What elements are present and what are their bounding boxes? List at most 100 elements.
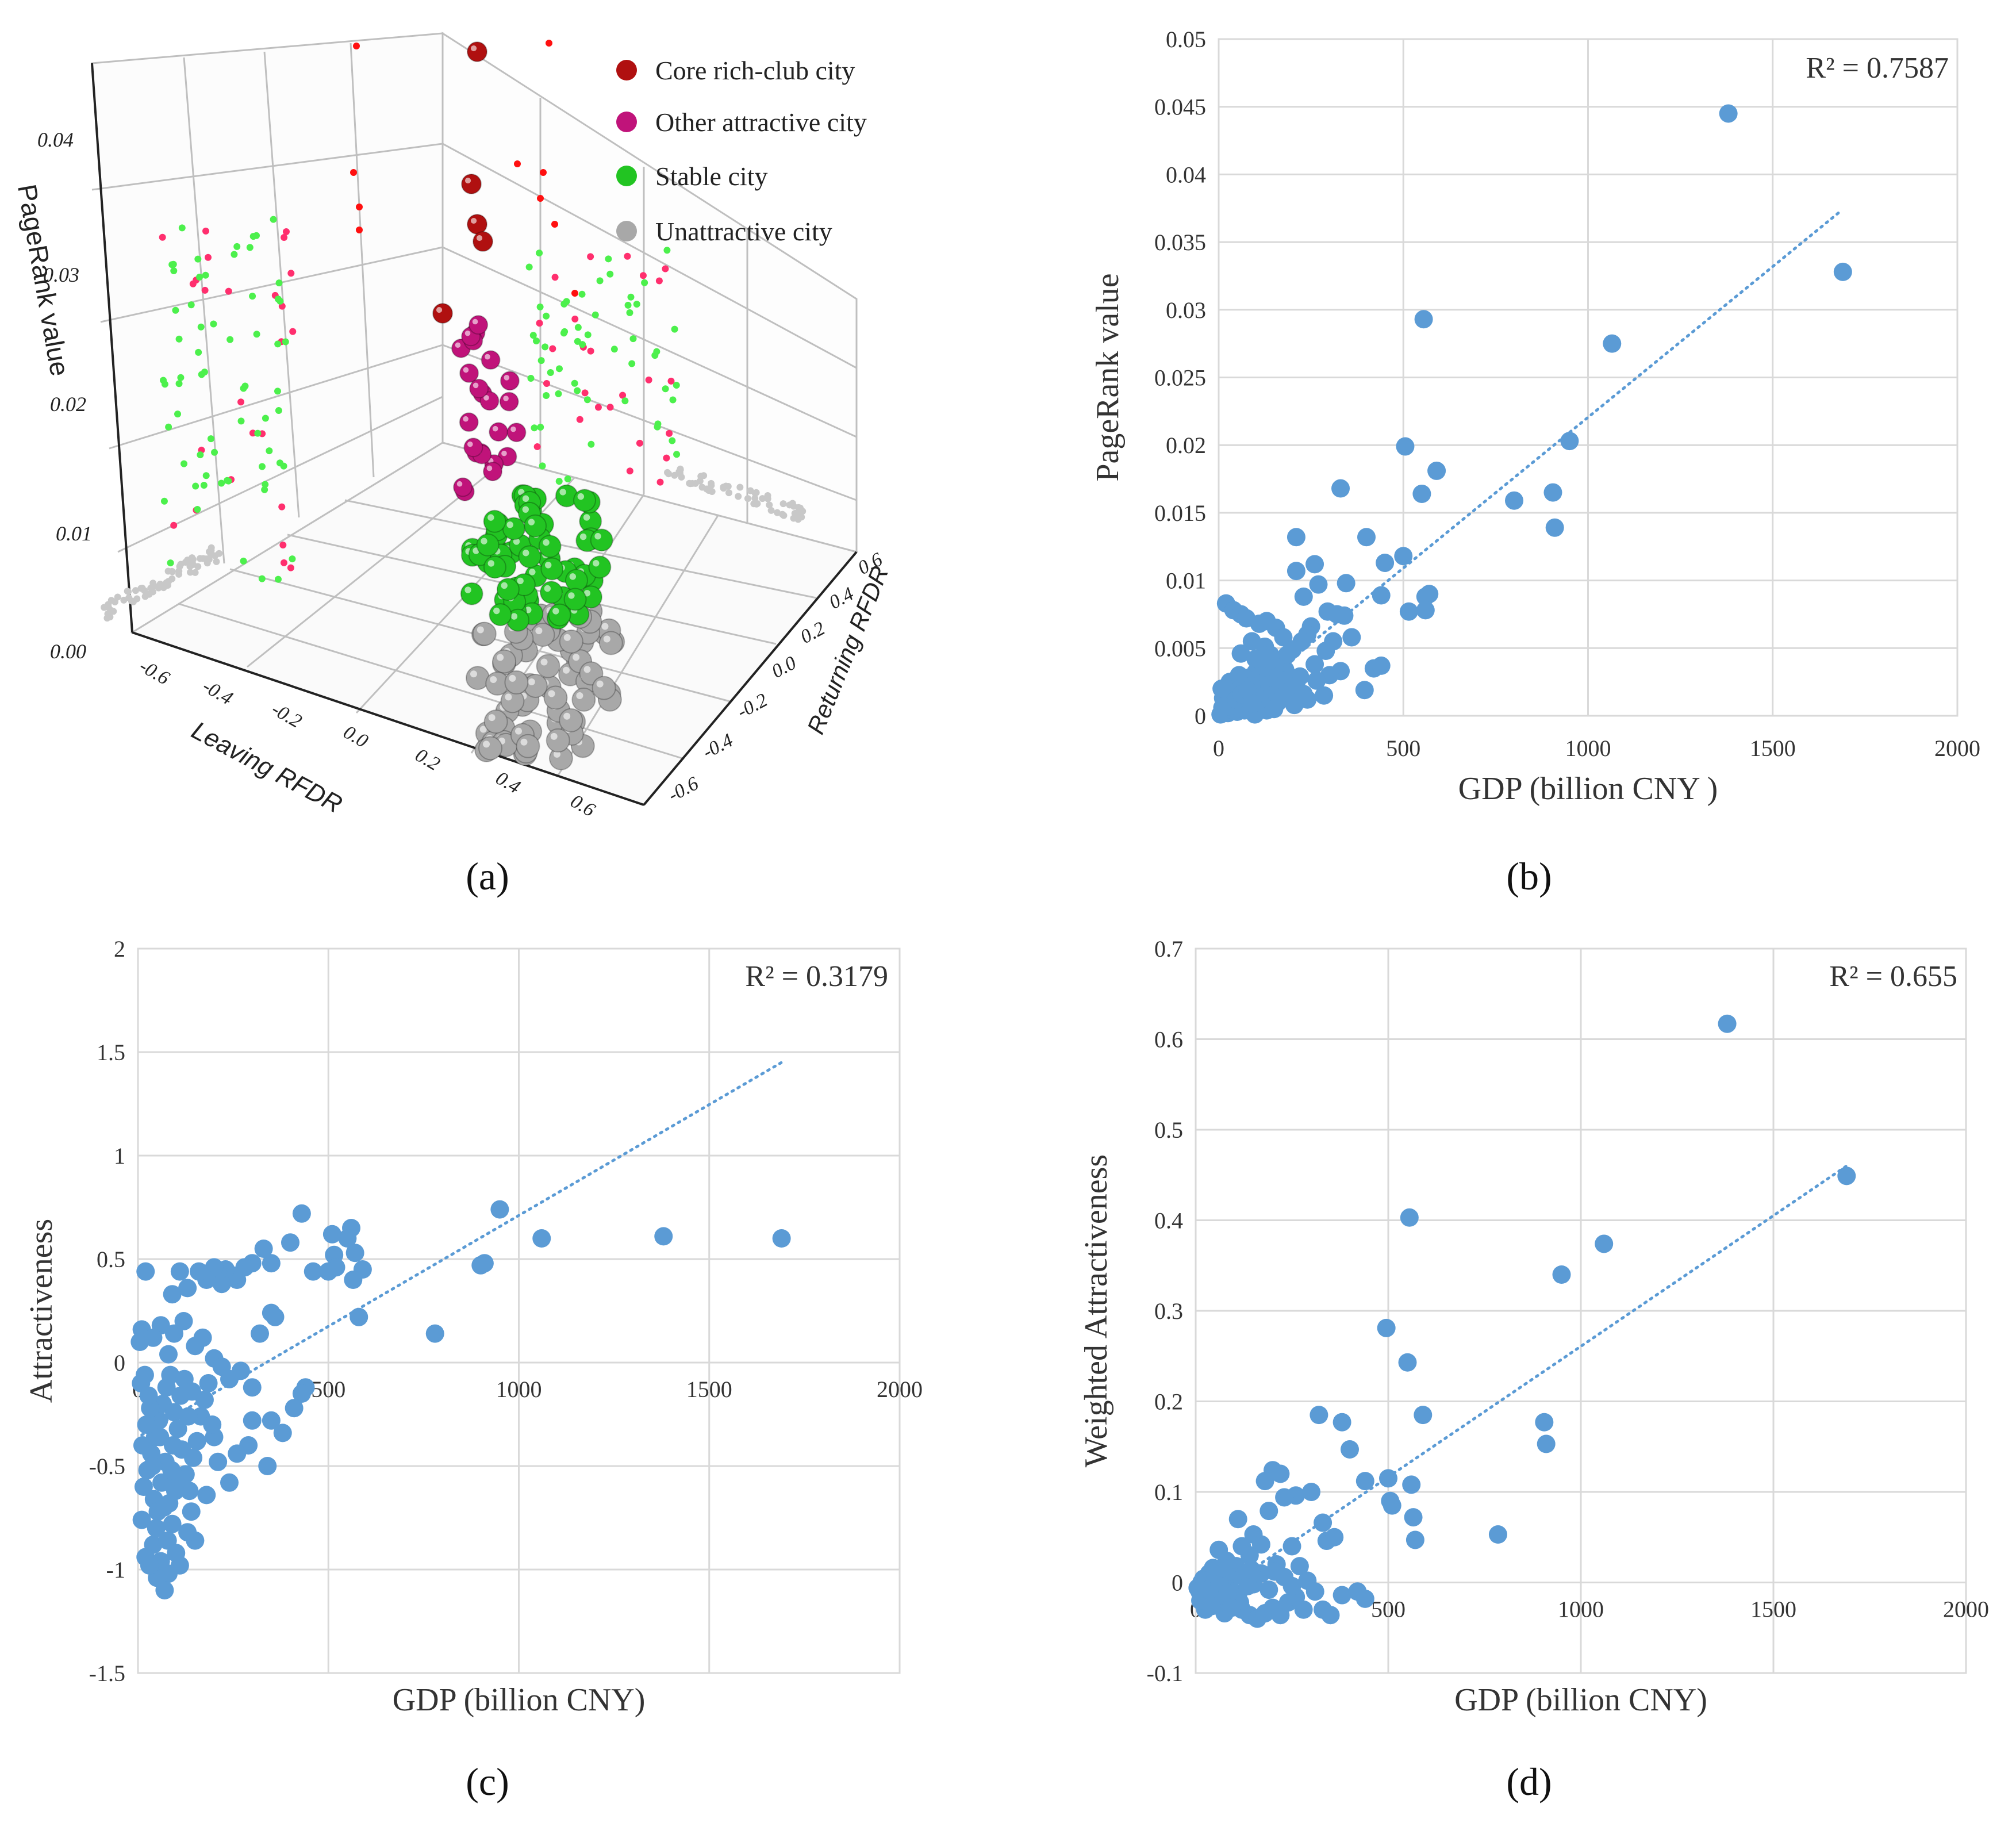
- y-tick-label: 0: [1172, 1570, 1183, 1596]
- projection-dot: [278, 503, 286, 511]
- projection-dot: [665, 470, 673, 478]
- projection-dot: [289, 555, 296, 563]
- cloud-sphere: [461, 174, 482, 194]
- projection-dot: [708, 479, 715, 487]
- projection-dot: [276, 459, 283, 467]
- projection-dot: [172, 306, 179, 314]
- projection-dot: [231, 251, 238, 258]
- data-point: [292, 1384, 311, 1403]
- projection-dot: [224, 477, 231, 484]
- projection-dot: [216, 550, 223, 557]
- projection-dot: [669, 396, 677, 404]
- data-point: [1282, 1576, 1301, 1595]
- projection-dot: [207, 435, 214, 443]
- cloud-highlight: [513, 538, 520, 545]
- projection-dot: [551, 221, 558, 228]
- y-axis-label: Weighted Attractiveness: [1078, 1154, 1114, 1467]
- projection-dot: [556, 365, 563, 373]
- cloud-highlight: [596, 680, 604, 688]
- cloud-sphere: [536, 654, 560, 678]
- z-tick: 0.04: [37, 128, 74, 151]
- cloud-highlight: [473, 382, 479, 389]
- data-point: [1412, 484, 1431, 503]
- y-tick-label: -1.5: [89, 1660, 125, 1686]
- projection-dot: [254, 429, 262, 437]
- plot-frame: [1218, 38, 1959, 717]
- cloud-highlight: [563, 712, 571, 720]
- cloud-sphere: [492, 649, 517, 674]
- data-point: [1718, 1014, 1737, 1033]
- cloud-highlight: [490, 676, 497, 683]
- cloud-highlight: [476, 235, 483, 241]
- data-point: [163, 1285, 182, 1304]
- cloud-sphere: [590, 528, 613, 552]
- projection-dot: [192, 482, 199, 490]
- z-tick: 0.03: [43, 263, 79, 286]
- y-tick: 0.0: [768, 652, 800, 682]
- projection-dot: [246, 244, 254, 251]
- data-point: [159, 1345, 178, 1364]
- data-point: [1416, 601, 1435, 620]
- data-point: [134, 1478, 153, 1496]
- y-tick-label: 0.05: [1166, 26, 1206, 52]
- cloud-sphere: [504, 670, 529, 695]
- projection-dot: [202, 555, 210, 563]
- projection-dot: [114, 593, 121, 601]
- data-point: [178, 1523, 197, 1542]
- data-point: [1218, 1584, 1237, 1603]
- projection-dot: [281, 233, 288, 241]
- data-point: [228, 1444, 247, 1463]
- projection-dot: [201, 369, 208, 376]
- cloud-highlight: [463, 416, 469, 422]
- cloud-highlight: [563, 666, 570, 674]
- trendline: [1220, 210, 1841, 718]
- panel-d-grid: [1195, 947, 1967, 1674]
- projection-dot: [282, 228, 290, 235]
- cloud-highlight: [594, 533, 601, 540]
- panel-a-3d-chart: 0.00 0.01 0.02 0.03 0.04 PageRank value …: [12, 32, 894, 821]
- y-tick-label: 0.025: [1154, 365, 1206, 391]
- cloud-highlight: [487, 560, 494, 567]
- data-point: [147, 1519, 166, 1537]
- projection-dot: [105, 601, 112, 608]
- cloud-sphere: [540, 557, 564, 581]
- data-point: [258, 1457, 277, 1475]
- y-tick-label: 0.015: [1154, 500, 1206, 526]
- projection-dot: [663, 247, 671, 254]
- y-tick: -0.2: [734, 689, 771, 723]
- cloud-highlight: [470, 670, 477, 678]
- cloud-highlight: [514, 727, 522, 735]
- projection-dot: [208, 544, 215, 551]
- data-point: [1331, 479, 1350, 498]
- data-point: [1316, 642, 1335, 661]
- data-point: [136, 1548, 155, 1567]
- data-point: [170, 1262, 189, 1281]
- projection-dot: [754, 500, 761, 507]
- data-point: [137, 1415, 156, 1434]
- data-point: [285, 1399, 304, 1418]
- projection-dot: [619, 392, 627, 399]
- y-tick-label: 1: [114, 1143, 125, 1169]
- projection-dot: [160, 497, 168, 505]
- projection-dot: [540, 169, 547, 176]
- projection-dot: [751, 494, 759, 502]
- projection-dot: [563, 298, 570, 305]
- projection-dot: [262, 415, 269, 422]
- x-tick: 0.2: [412, 745, 443, 775]
- data-point: [1394, 547, 1413, 566]
- y-tick-label: 0: [114, 1350, 125, 1376]
- data-point: [161, 1365, 180, 1384]
- projection-dot: [641, 279, 648, 286]
- data-point: [132, 1510, 151, 1529]
- projection-dot: [696, 477, 704, 485]
- data-point: [1355, 681, 1374, 700]
- cloud-sphere: [559, 708, 583, 732]
- data-point: [231, 1361, 250, 1380]
- projection-dot: [656, 478, 664, 486]
- data-point: [251, 1324, 269, 1343]
- data-point: [1372, 656, 1391, 675]
- projection-dot: [767, 507, 775, 514]
- data-point: [1427, 461, 1446, 480]
- y-tick: -0.6: [665, 773, 702, 806]
- data-point: [1537, 1434, 1556, 1453]
